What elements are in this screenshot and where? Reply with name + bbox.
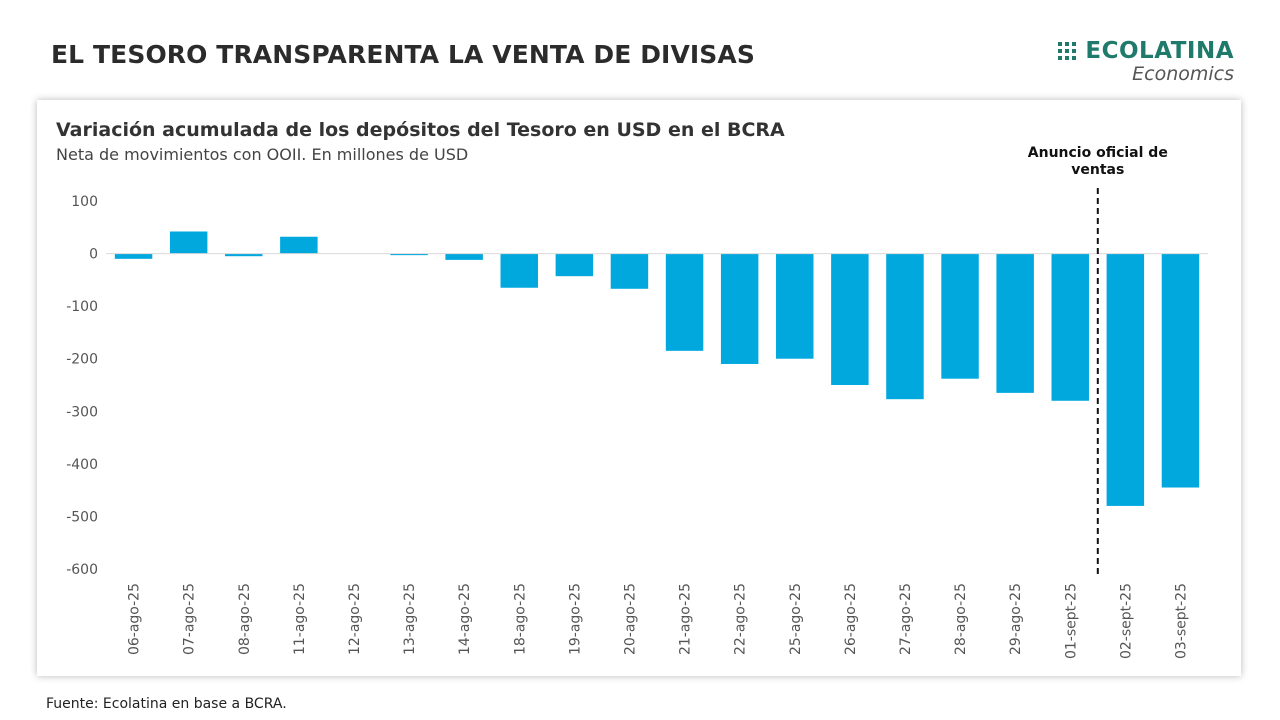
y-tick-label: -400 xyxy=(66,457,98,473)
bar-02-sept-25 xyxy=(1106,253,1145,506)
ecolatina-logo: ECOLATINA Economics xyxy=(1044,38,1234,88)
bar-28-ago-25 xyxy=(941,253,979,379)
bar-07-ago-25 xyxy=(169,231,208,254)
x-tick-label: 12-ago-25 xyxy=(347,583,363,655)
x-tick-label: 25-ago-25 xyxy=(788,583,804,655)
y-tick-label: -300 xyxy=(66,404,98,420)
y-tick-label: -100 xyxy=(66,299,98,315)
announcement-label: Anuncio oficial de xyxy=(1028,145,1168,161)
x-tick-label: 21-ago-25 xyxy=(678,583,694,655)
x-tick-label: 06-ago-25 xyxy=(127,583,143,655)
y-tick-label: -500 xyxy=(66,509,98,525)
bar-13-ago-25 xyxy=(390,253,428,256)
source-note: Fuente: Ecolatina en base a BCRA. xyxy=(46,696,287,712)
y-tick-label: -600 xyxy=(66,562,98,578)
x-tick-label: 27-ago-25 xyxy=(898,583,914,655)
x-tick-label: 03-sept-25 xyxy=(1173,583,1189,659)
x-tick-label: 08-ago-25 xyxy=(237,583,253,655)
bar-06-ago-25 xyxy=(114,253,153,259)
bar-26-ago-25 xyxy=(831,253,869,385)
bar-21-ago-25 xyxy=(665,253,704,351)
x-tick-label: 28-ago-25 xyxy=(953,583,969,655)
x-tick-label: 20-ago-25 xyxy=(622,583,638,655)
slide-title: EL TESORO TRANSPARENTA LA VENTA DE DIVIS… xyxy=(51,40,755,69)
bar-14-ago-25 xyxy=(445,253,483,260)
bar-chart: 100 0 -100 -200 -300 -400 -500 -600 06-ago-25 07-… xyxy=(66,145,1208,659)
logo-sub: Economics xyxy=(1132,63,1234,85)
x-tick-label: 11-ago-25 xyxy=(292,583,308,655)
bar-20-ago-25 xyxy=(610,253,649,289)
bar-18-ago-25 xyxy=(500,253,538,288)
chart-subtitle: Neta de movimientos con OOII. En millone… xyxy=(56,145,469,164)
bar-19-ago-25 xyxy=(555,253,594,277)
bar-25-ago-25 xyxy=(776,253,814,359)
bar-03-sept-25 xyxy=(1161,253,1200,488)
bar-29-ago-25 xyxy=(996,253,1034,393)
x-tick-label: 29-ago-25 xyxy=(1008,583,1024,655)
x-tick-label: 07-ago-25 xyxy=(182,583,198,655)
bar-08-ago-25 xyxy=(225,253,263,257)
logo-name: ECOLATINA xyxy=(1085,38,1234,64)
bar-27-ago-25 xyxy=(886,253,924,400)
logo-grid-icon xyxy=(1058,42,1076,60)
x-tick-label: 26-ago-25 xyxy=(843,583,859,655)
bar-01-sept-25 xyxy=(1051,253,1089,401)
y-tick-label: 0 xyxy=(89,247,98,263)
x-tick-label: 18-ago-25 xyxy=(512,583,528,655)
x-tick-label: 22-ago-25 xyxy=(733,583,749,655)
y-tick-label: 100 xyxy=(71,194,98,210)
bar-11-ago-25 xyxy=(280,236,318,254)
y-tick-label: -200 xyxy=(66,352,98,368)
chart-title: Variación acumulada de los depósitos del… xyxy=(56,119,785,141)
x-tick-label: 01-sept-25 xyxy=(1063,583,1079,659)
announcement-label: ventas xyxy=(1071,162,1124,178)
chart-card: Variación acumulada de los depósitos del… xyxy=(37,100,1241,676)
x-tick-label: 19-ago-25 xyxy=(567,583,583,655)
x-tick-label: 13-ago-25 xyxy=(402,583,418,655)
x-tick-label: 02-sept-25 xyxy=(1118,583,1134,659)
bar-22-ago-25 xyxy=(720,253,759,364)
x-tick-label: 14-ago-25 xyxy=(457,583,473,655)
